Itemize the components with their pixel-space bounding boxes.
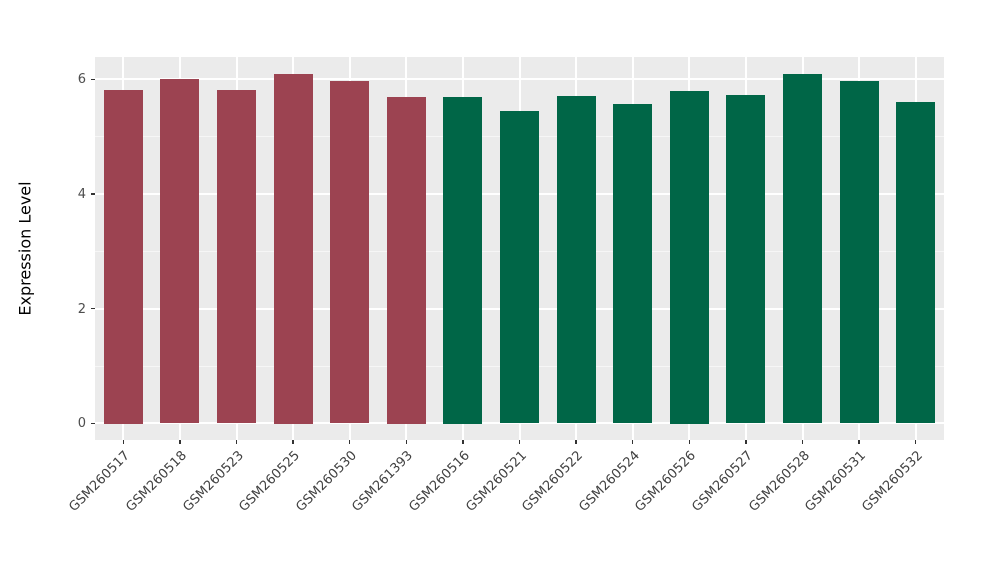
x-tick-mark	[292, 440, 294, 444]
x-tick-mark	[462, 440, 464, 444]
y-axis-title: Expression Level	[14, 57, 36, 440]
major-gridline	[95, 78, 944, 81]
bar	[500, 111, 539, 423]
bar	[217, 90, 256, 423]
y-tick-label: 4	[77, 187, 86, 203]
y-tick-label: 6	[77, 72, 86, 88]
bar	[104, 90, 143, 424]
x-tick-mark	[575, 440, 577, 444]
bar	[387, 97, 426, 424]
x-tick-mark	[179, 440, 181, 444]
y-tick-mark	[91, 78, 95, 81]
bar	[670, 91, 709, 424]
x-tick-mark	[235, 440, 238, 444]
bar	[613, 104, 652, 423]
bar	[443, 97, 482, 424]
y-tick-label: 0	[77, 416, 86, 432]
x-tick-mark	[688, 440, 691, 444]
bar	[160, 79, 199, 423]
x-tick-mark	[801, 440, 804, 444]
bar	[783, 74, 822, 423]
bar	[840, 81, 879, 423]
x-tick-mark	[631, 440, 634, 444]
y-tick-mark	[91, 193, 95, 195]
bar	[557, 96, 596, 423]
x-tick-mark	[914, 440, 917, 444]
bar	[274, 74, 313, 424]
x-tick-mark	[858, 440, 860, 444]
bar	[726, 95, 765, 423]
y-axis-title-text: Expression Level	[15, 181, 35, 316]
x-tick-mark	[745, 440, 747, 444]
bar	[896, 102, 935, 423]
plot-panel	[95, 57, 944, 440]
x-tick-mark	[405, 440, 408, 444]
y-tick-mark	[91, 307, 95, 310]
y-tick-label: 2	[77, 301, 86, 317]
x-tick-mark	[518, 440, 521, 444]
y-tick-mark	[91, 422, 95, 425]
bar	[330, 81, 369, 423]
x-tick-mark	[122, 440, 125, 444]
major-gridline	[95, 422, 944, 425]
x-tick-mark	[348, 440, 351, 444]
